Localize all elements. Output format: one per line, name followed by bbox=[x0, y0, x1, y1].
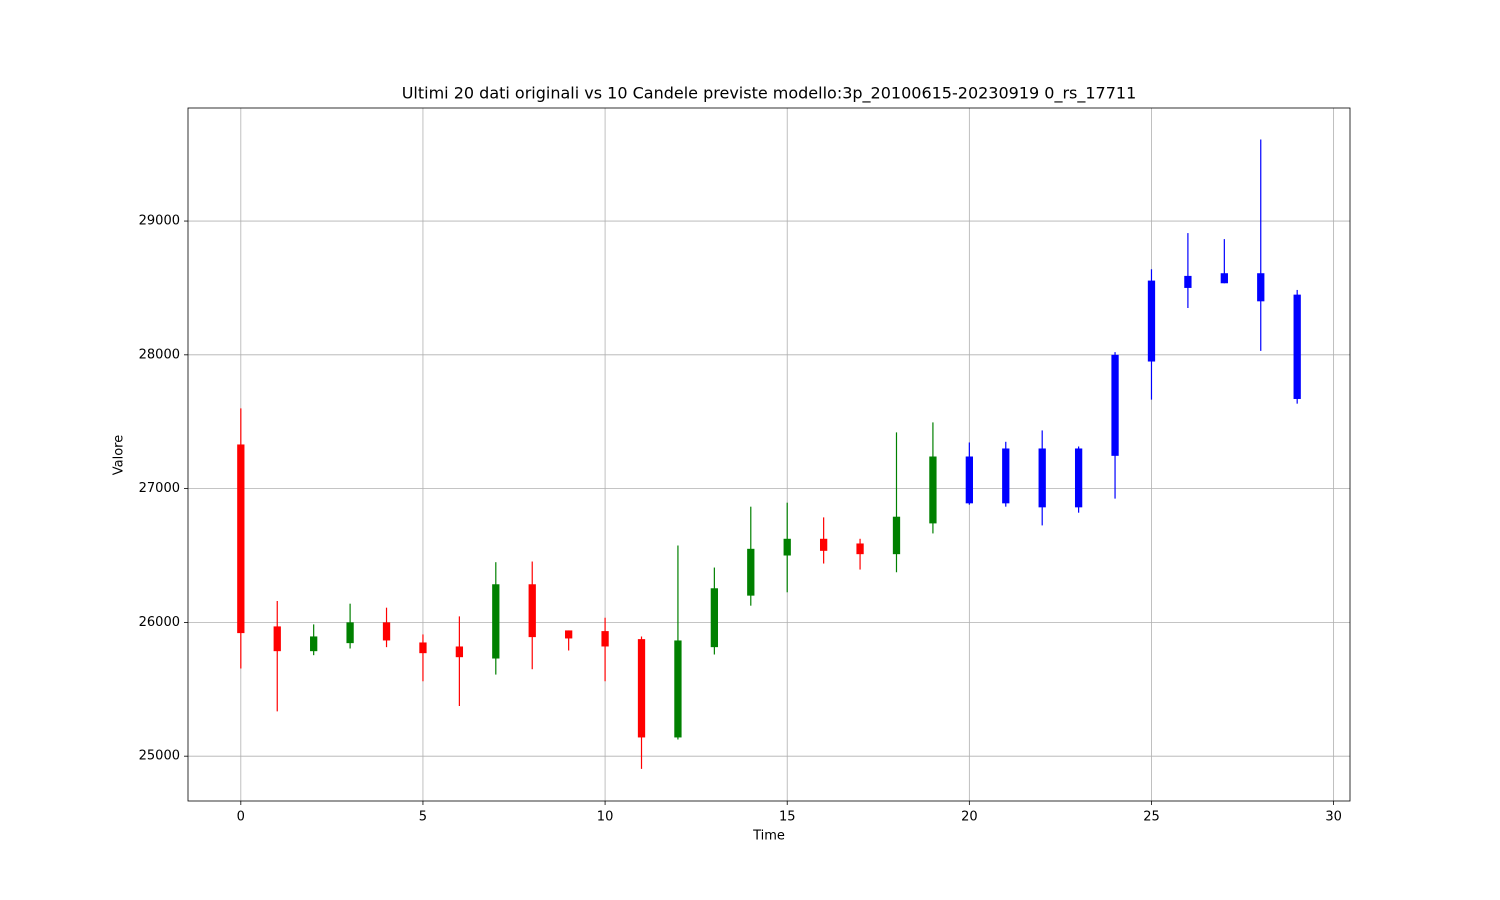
candle-body bbox=[455, 646, 464, 658]
candle-body bbox=[856, 543, 864, 555]
candle-body bbox=[1184, 275, 1192, 288]
x-tick-label: 20 bbox=[961, 810, 978, 825]
candle-body bbox=[1147, 280, 1156, 362]
x-tick-label: 10 bbox=[597, 810, 614, 825]
candle-body bbox=[1293, 294, 1301, 399]
candle-body bbox=[892, 516, 901, 555]
candle-body bbox=[528, 584, 536, 638]
y-tick-label: 29000 bbox=[139, 214, 180, 229]
candle-body bbox=[965, 456, 973, 504]
y-tick-label: 25000 bbox=[139, 749, 180, 764]
candle-body bbox=[1002, 448, 1010, 504]
candle-body bbox=[1111, 354, 1119, 456]
x-axis-label: Time bbox=[752, 829, 785, 844]
candle-body bbox=[1074, 448, 1083, 508]
plot-frame bbox=[187, 107, 1351, 802]
x-tick-label: 30 bbox=[1325, 810, 1342, 825]
candle-body bbox=[273, 626, 281, 652]
candle-body bbox=[783, 538, 791, 556]
candle-body bbox=[1038, 448, 1046, 508]
x-tick-label: 5 bbox=[419, 810, 427, 825]
y-axis-label: Valore bbox=[112, 435, 127, 475]
candle-body bbox=[346, 622, 354, 644]
candle-body bbox=[710, 588, 719, 648]
y-tick-label: 26000 bbox=[139, 615, 180, 630]
candle-body bbox=[419, 642, 427, 654]
y-tick-label: 27000 bbox=[139, 481, 180, 496]
chart-title: Ultimi 20 dati originali vs 10 Candele p… bbox=[402, 84, 1137, 104]
candle-body bbox=[310, 636, 318, 652]
candle-body bbox=[819, 538, 828, 551]
x-tick-label: 25 bbox=[1143, 810, 1160, 825]
candle-body bbox=[237, 444, 245, 634]
candle-body bbox=[637, 639, 646, 738]
candle-body bbox=[747, 548, 755, 596]
candle-body bbox=[674, 640, 682, 738]
candle-body bbox=[601, 631, 609, 647]
candle-body bbox=[1220, 273, 1228, 284]
x-tick-label: 0 bbox=[237, 810, 245, 825]
y-tick-label: 28000 bbox=[139, 347, 180, 362]
candle-body bbox=[565, 630, 573, 639]
candle-body bbox=[929, 456, 937, 524]
candle-body bbox=[492, 584, 500, 659]
candle-body bbox=[1257, 273, 1265, 302]
x-tick-label: 15 bbox=[779, 810, 796, 825]
candle-body bbox=[382, 622, 391, 641]
